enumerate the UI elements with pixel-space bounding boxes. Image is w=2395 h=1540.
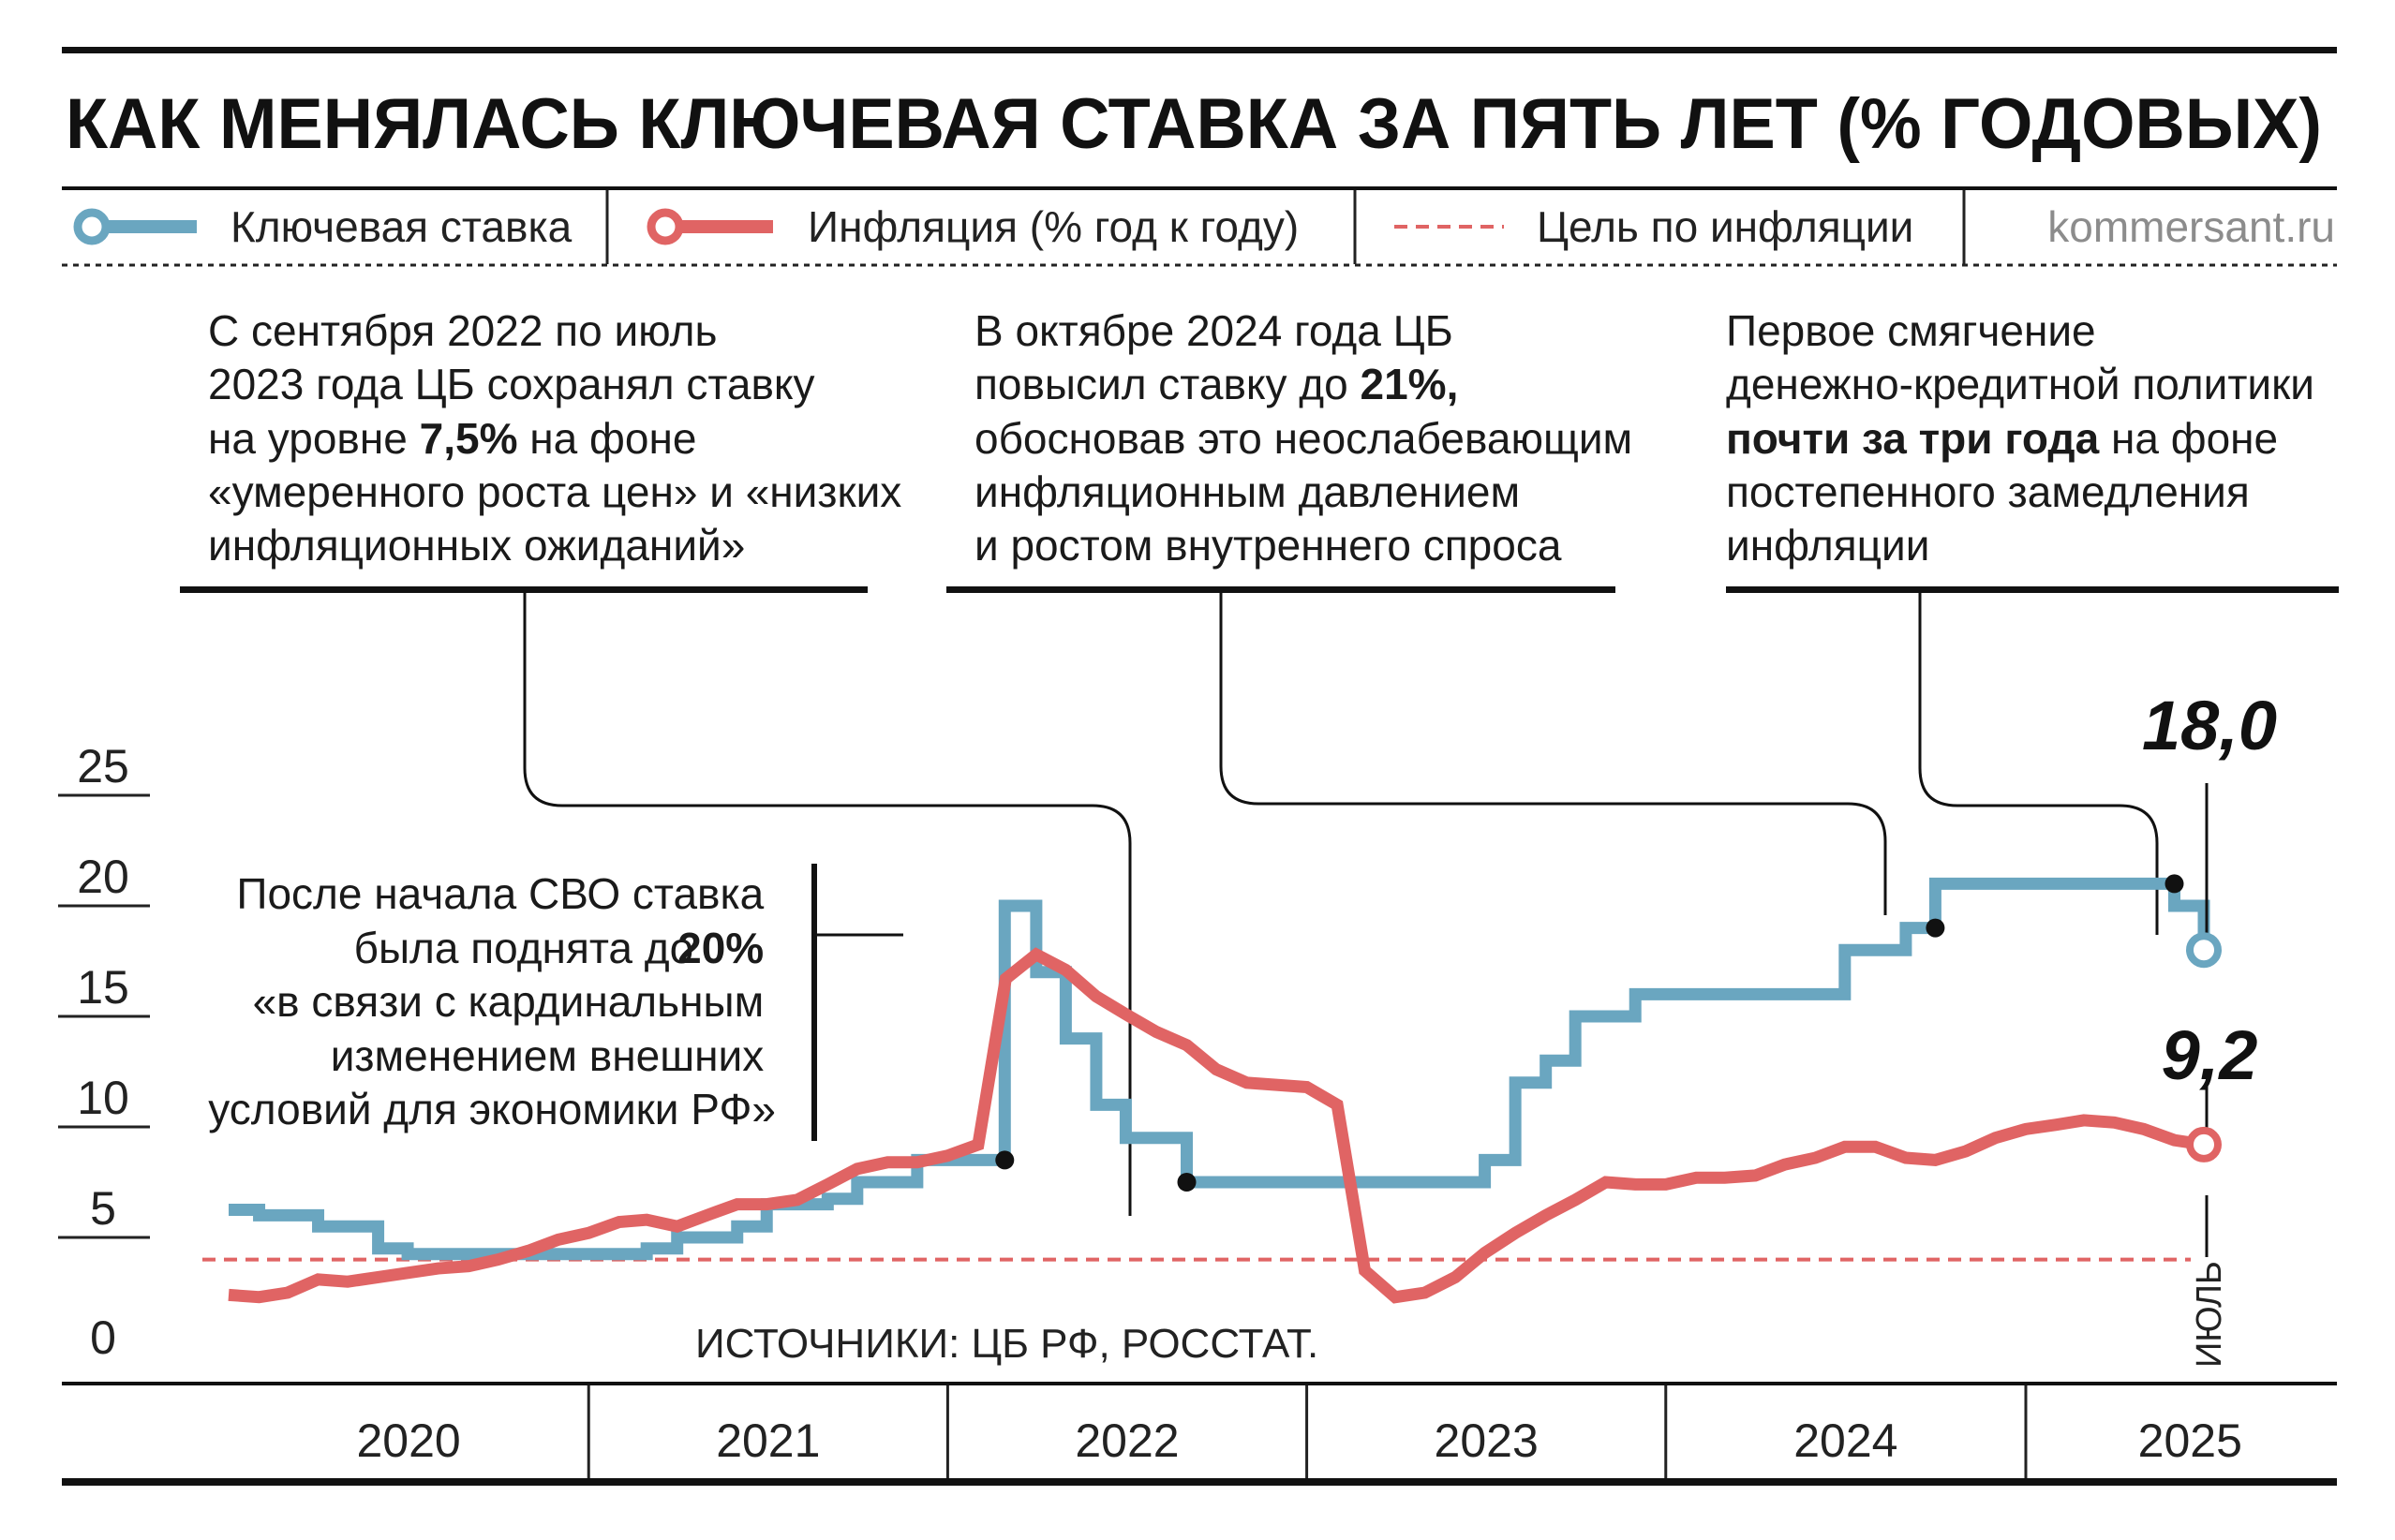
note-line: повысил ставку до xyxy=(974,360,1361,408)
note-rule xyxy=(946,586,1615,593)
annotation-2022-hold: С сентября 2022 по июль 2023 года ЦБ сох… xyxy=(180,306,914,593)
y-tick-label: 25 xyxy=(77,740,129,792)
legend-rate-label: Ключевая ставка xyxy=(231,202,573,251)
annotation-2024-hike: В октябре 2024 года ЦБ повысил ставку до… xyxy=(946,306,1644,593)
y-tick-label: 20 xyxy=(77,851,129,903)
annotation-2022-svo: После начала СВО ставка была поднята до … xyxy=(208,864,817,1141)
svg-text:В октябре 2024 года ЦБ п: В октябре 2024 года ЦБ повысил ставку до… xyxy=(974,306,1644,570)
rate-end-value: 18,0 xyxy=(2142,687,2277,764)
y-axis: 0 5 10 15 20 25 xyxy=(58,740,150,1364)
top-rule xyxy=(62,47,2337,53)
x-tick-label: 2025 xyxy=(2138,1414,2242,1467)
legend-top-rule xyxy=(62,186,2337,190)
leader-line xyxy=(1918,593,2159,935)
note-line: После начала СВО ставка xyxy=(236,869,764,918)
note-line: инфляции xyxy=(1726,521,1929,570)
y-tick-label: 10 xyxy=(77,1072,129,1124)
x-tick-label: 2021 xyxy=(716,1414,820,1467)
note-line: С сентября 2022 по июль xyxy=(208,306,717,355)
svg-text:С сентября 2022 по июль: С сентября 2022 по июль 2023 года ЦБ сох… xyxy=(208,306,914,570)
month-label: ИЮЛЬ xyxy=(2190,1261,2229,1368)
note-rule xyxy=(1726,586,2339,593)
note-line: почти за три года xyxy=(1726,414,2100,463)
note-line: на фоне xyxy=(2099,414,2278,463)
x-tick-label: 2023 xyxy=(1435,1414,1539,1467)
note-line: постепенного замедления xyxy=(1726,467,2250,516)
legend-inflation-label: Инфляция (% год к году) xyxy=(808,202,1299,251)
note-line: инфляционных ожиданий» xyxy=(208,521,745,570)
annotation-dot xyxy=(2164,874,2184,894)
note-rule xyxy=(180,586,868,593)
note-line: 20% xyxy=(677,924,764,972)
legend: Ключевая ставка Инфляция (% год к году) … xyxy=(73,189,2335,264)
note-line: 2023 года ЦБ сохранял ставку xyxy=(208,360,815,408)
page-title: КАК МЕНЯЛАСЬ КЛЮЧЕВАЯ СТАВКА ЗА ПЯТЬ ЛЕТ… xyxy=(66,84,2322,164)
x-axis-top-rule xyxy=(62,1382,2337,1385)
inflation-line xyxy=(228,947,2205,1304)
legend-target-label: Цель по инфляции xyxy=(1537,202,1913,251)
leader-line xyxy=(523,593,1132,1216)
y-tick-label: 0 xyxy=(90,1311,116,1364)
annotation-dot xyxy=(1926,918,1945,938)
note-line: инфляционным давлением xyxy=(974,467,1520,516)
rate-end-marker xyxy=(2186,932,2222,969)
annotation-dot xyxy=(1177,1173,1197,1192)
note-line: 21%, xyxy=(1361,360,1459,408)
note-line: условий для экономики РФ» xyxy=(208,1085,776,1133)
note-line: была поднята до xyxy=(354,924,706,972)
svg-text:Первое смягчение денежно: Первое смягчение денежно-кредитной полит… xyxy=(1726,306,2327,570)
note-line: денежно-кредитной политики xyxy=(1726,360,2314,408)
inflation-end-marker xyxy=(2186,1126,2222,1162)
x-tick-label: 2022 xyxy=(1075,1414,1179,1467)
x-tick-label: 2024 xyxy=(1793,1414,1897,1467)
note-line: изменением внешних xyxy=(331,1031,765,1080)
inflation-end-value: 9,2 xyxy=(2162,1016,2258,1094)
note-line: В октябре 2024 года ЦБ xyxy=(974,306,1453,355)
note-rule-vertical xyxy=(811,864,817,1141)
x-axis: 2020 2021 2022 2023 2024 2025 xyxy=(356,1385,2242,1478)
note-line: «в связи с кардинальным xyxy=(253,977,765,1026)
note-line: 7,5% xyxy=(420,414,518,463)
note-line: Первое смягчение xyxy=(1726,306,2096,355)
note-line: на уровне xyxy=(208,414,420,463)
annotation-dot xyxy=(995,1150,1015,1170)
leader-line xyxy=(1219,593,1887,915)
x-axis-bottom-rule xyxy=(62,1478,2337,1486)
y-tick-label: 5 xyxy=(90,1182,116,1235)
y-tick-label: 15 xyxy=(77,961,129,1014)
series-layer xyxy=(228,877,2210,1304)
annotation-2025-easing: Первое смягчение денежно-кредитной полит… xyxy=(1726,306,2339,593)
x-tick-label: 2020 xyxy=(356,1414,460,1467)
marker-layer xyxy=(995,874,2222,1192)
site-label: kommersant.ru xyxy=(2047,202,2335,251)
legend-rate-marker xyxy=(73,208,111,245)
leader-lines xyxy=(523,593,2159,1216)
note-line: обосновав это неослабевающим xyxy=(974,414,1632,463)
note-line: на фоне xyxy=(517,414,696,463)
legend-inflation-marker xyxy=(647,208,684,245)
source-note: ИСТОЧНИКИ: ЦБ РФ, РОССТАТ. xyxy=(695,1321,1318,1367)
svg-text:После начала СВО ставка: После начала СВО ставка была поднята до … xyxy=(208,869,776,1133)
note-line: и ростом внутреннего спроса xyxy=(974,521,1562,570)
note-line: «умеренного роста цен» и «низких xyxy=(208,467,901,516)
